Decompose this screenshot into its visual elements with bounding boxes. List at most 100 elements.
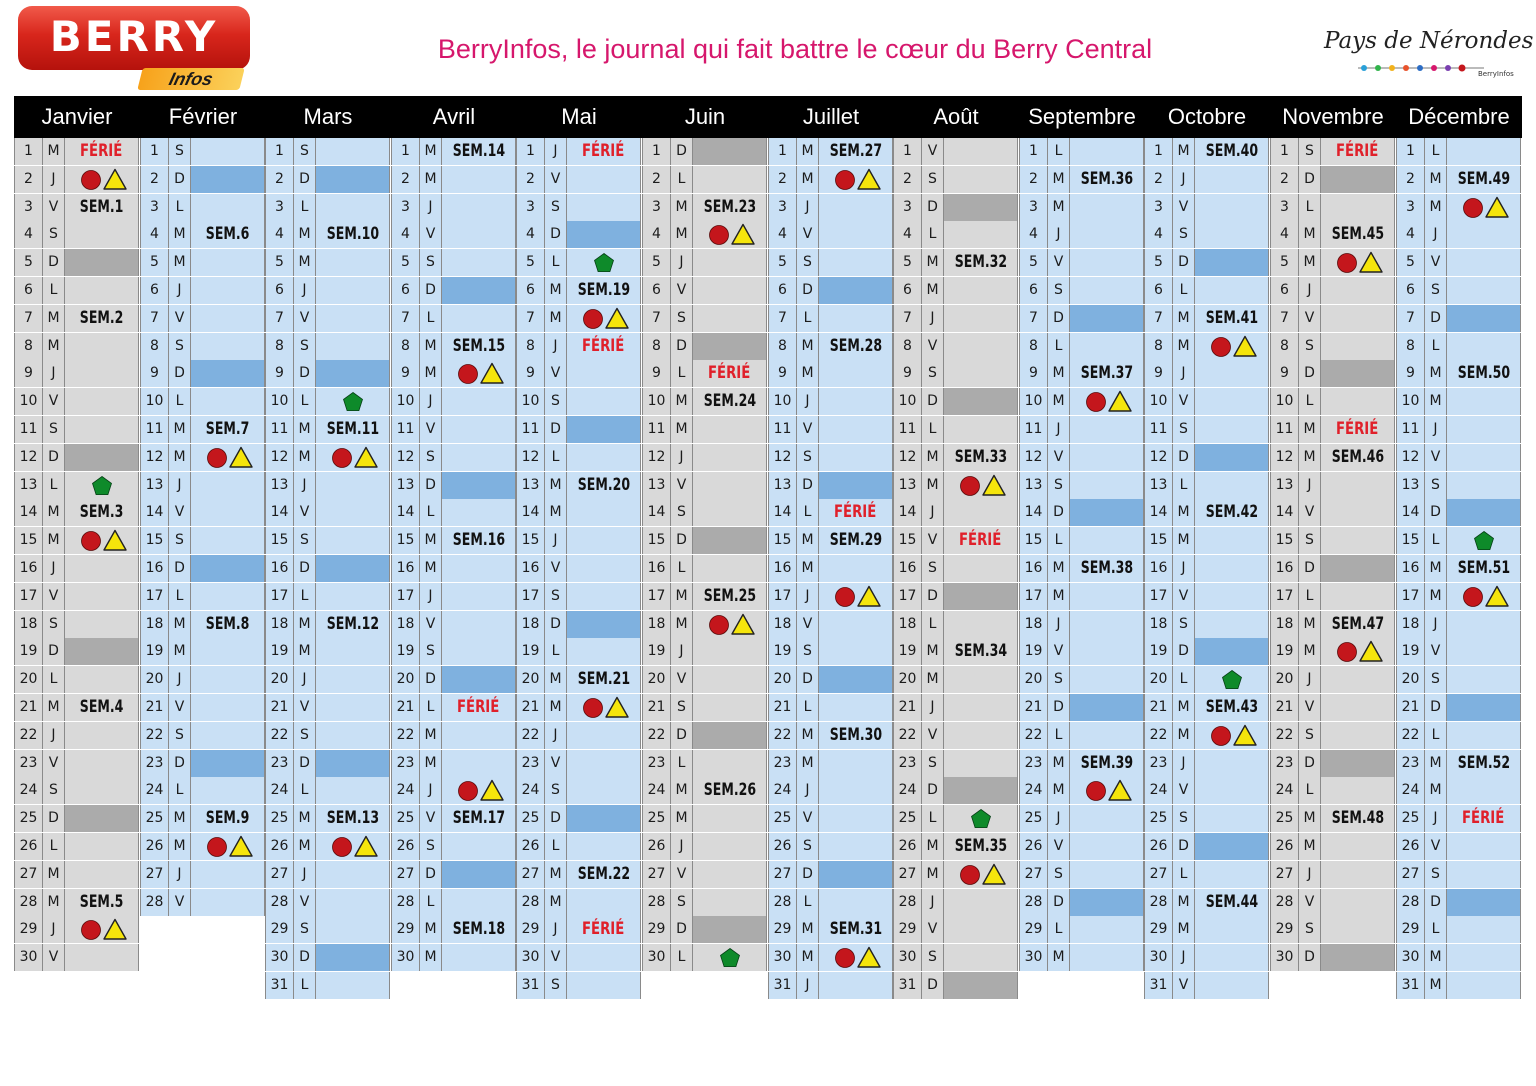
day-note: SEM.19 bbox=[567, 277, 641, 304]
weekday-letter: J bbox=[797, 583, 819, 610]
day-number: 14 bbox=[1019, 499, 1048, 526]
day-row: 29 M SEM.31 bbox=[768, 916, 893, 943]
day-note: SEM.45 bbox=[1321, 221, 1395, 248]
weekday-letter: V bbox=[169, 305, 191, 332]
day-row: 1 J FÉRIÉ bbox=[516, 138, 641, 165]
weekday-letter: S bbox=[1299, 333, 1321, 360]
week-number-label: SEM.17 bbox=[452, 808, 505, 828]
weekday-letter: D bbox=[169, 360, 191, 387]
day-note bbox=[442, 360, 516, 387]
week-number-label: SEM.33 bbox=[954, 447, 1007, 467]
yellow-triangle-icon bbox=[229, 835, 253, 857]
day-number: 24 bbox=[516, 777, 545, 804]
day-note bbox=[944, 611, 1018, 638]
day-number: 12 bbox=[1270, 444, 1299, 471]
weekday-letter: M bbox=[294, 833, 316, 860]
day-row: 13 S bbox=[1396, 472, 1521, 499]
holiday-label: FÉRIÉ bbox=[582, 141, 625, 161]
weekday-letter: V bbox=[1425, 444, 1447, 471]
day-number: 26 bbox=[140, 833, 169, 860]
day-row: 1 S FÉRIÉ bbox=[1270, 138, 1395, 165]
day-note bbox=[693, 750, 767, 777]
day-number: 1 bbox=[140, 138, 169, 165]
weekday-letter: M bbox=[1425, 388, 1447, 415]
week-number-label: SEM.50 bbox=[1457, 363, 1510, 383]
day-note bbox=[191, 499, 265, 526]
brand-dots-decoration bbox=[1358, 64, 1484, 72]
weekday-letter: S bbox=[922, 944, 944, 971]
weekday-letter: M bbox=[797, 360, 819, 387]
day-row: 17 S bbox=[516, 583, 641, 610]
yellow-triangle-icon bbox=[1233, 724, 1257, 746]
day-row: 11 J bbox=[1396, 416, 1521, 443]
weekday-letter: L bbox=[169, 777, 191, 804]
weekday-letter: S bbox=[1048, 472, 1070, 499]
day-note bbox=[944, 777, 1018, 804]
day-number: 30 bbox=[391, 944, 420, 971]
week-number-label: SEM.15 bbox=[452, 336, 505, 356]
weekday-letter: M bbox=[1048, 194, 1070, 221]
weekday-letter: V bbox=[294, 694, 316, 721]
day-row: 1 M SEM.27 bbox=[768, 138, 893, 165]
yellow-triangle-icon bbox=[103, 918, 127, 940]
weekday-letter: D bbox=[1173, 249, 1195, 276]
yellow-triangle-icon bbox=[1108, 779, 1132, 801]
red-circle-icon bbox=[1086, 392, 1106, 412]
day-number: 27 bbox=[391, 861, 420, 888]
day-number: 3 bbox=[516, 194, 545, 221]
day-note bbox=[1195, 444, 1269, 471]
weekday-letter: M bbox=[420, 555, 442, 582]
weekday-letter: L bbox=[1173, 666, 1195, 693]
weekday-letter: D bbox=[671, 916, 693, 943]
weekday-letter: D bbox=[1048, 694, 1070, 721]
day-row: 20 D bbox=[768, 666, 893, 693]
day-number: 20 bbox=[1270, 666, 1299, 693]
weekday-letter: M bbox=[420, 527, 442, 554]
weekday-letter: J bbox=[169, 666, 191, 693]
day-row: 9 M SEM.37 bbox=[1019, 360, 1144, 387]
day-number: 8 bbox=[516, 333, 545, 360]
day-note bbox=[316, 861, 390, 888]
day-row: 17 D bbox=[893, 583, 1018, 610]
day-number: 11 bbox=[1270, 416, 1299, 443]
day-number: 22 bbox=[14, 722, 43, 749]
day-note: SEM.36 bbox=[1070, 166, 1144, 193]
weekday-letter: M bbox=[1048, 555, 1070, 582]
weekday-letter: L bbox=[1299, 777, 1321, 804]
yellow-triangle-icon bbox=[354, 835, 378, 857]
day-note bbox=[1321, 249, 1395, 276]
weekday-letter: D bbox=[1048, 305, 1070, 332]
day-number: 11 bbox=[265, 416, 294, 443]
day-note: SEM.2 bbox=[65, 305, 139, 332]
weekday-letter: L bbox=[1048, 916, 1070, 943]
weekday-letter: D bbox=[545, 805, 567, 832]
day-note bbox=[944, 305, 1018, 332]
day-note bbox=[1070, 388, 1144, 415]
weekday-letter: V bbox=[1173, 194, 1195, 221]
day-note bbox=[65, 611, 139, 638]
day-number: 18 bbox=[642, 611, 671, 638]
day-note bbox=[1321, 499, 1395, 526]
day-note bbox=[442, 944, 516, 971]
event-markers bbox=[583, 307, 629, 329]
day-row: 7 M SEM.2 bbox=[14, 305, 139, 332]
day-number: 9 bbox=[642, 360, 671, 387]
day-note bbox=[191, 472, 265, 499]
event-markers bbox=[81, 918, 127, 940]
day-note bbox=[944, 277, 1018, 304]
day-note bbox=[693, 889, 767, 916]
yellow-triangle-icon bbox=[982, 474, 1006, 496]
week-number-label: SEM.24 bbox=[703, 391, 756, 411]
day-row: 10 L bbox=[140, 388, 265, 415]
day-number: 20 bbox=[391, 666, 420, 693]
day-note bbox=[316, 360, 390, 387]
